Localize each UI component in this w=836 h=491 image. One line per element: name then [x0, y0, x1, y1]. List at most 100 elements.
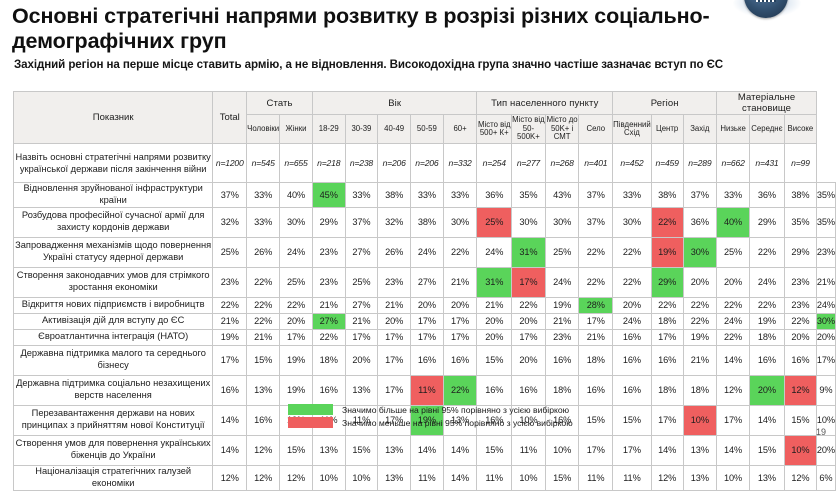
cell-value: 16%: [442, 344, 478, 376]
cell-value: 33%: [410, 182, 444, 208]
slide-root: МОНІТОРИНГ Основні стратегічні напрями р…: [12, 0, 836, 491]
table-row: Перезавантаження держави на нових принци…: [12, 404, 836, 436]
cell-value: 22%: [578, 236, 614, 268]
cell-value: 12%: [783, 464, 817, 491]
cell-value: 15%: [578, 404, 614, 436]
base-value-14: n=289: [682, 143, 718, 183]
cell-value: 27%: [344, 296, 379, 314]
logo-disc-icon: [744, 0, 788, 18]
cell-value: 23%: [815, 236, 836, 268]
col-subheader-5: 40-49: [377, 114, 412, 144]
cell-value: 15%: [476, 434, 513, 466]
col-group-header-5: Матеріальне становище: [716, 91, 817, 115]
cell-value: 12%: [246, 434, 281, 466]
cell-value: 16%: [612, 328, 652, 346]
cell-value: 20%: [682, 266, 718, 298]
header-group-row: Показник Total Стать Вік Тип населенного пун…: [12, 91, 836, 144]
col-subheader-16: Середнє: [748, 114, 785, 144]
cell-value: 27%: [410, 266, 444, 298]
cell-value: 29%: [748, 206, 785, 238]
cell-value: 32%: [377, 206, 412, 238]
cell-value: 18%: [682, 374, 718, 406]
cell-value: 11%: [578, 464, 614, 491]
base-value-8: n=254: [476, 143, 513, 183]
cell-value: 21%: [311, 296, 346, 314]
base-total: n=1200: [212, 143, 248, 183]
table-row: Відкриття нових підприємств і виробництв…: [12, 296, 836, 314]
row-label: Створення законодавчих умов для стрімког…: [12, 266, 214, 298]
cell-value: 40%: [279, 182, 313, 208]
cell-value: 21%: [578, 328, 614, 346]
cell-value: 24%: [544, 266, 580, 298]
cell-value: 15%: [476, 344, 513, 376]
cell-value: 10%: [311, 464, 346, 491]
base-value-16: n=431: [748, 143, 785, 183]
cell-value: 15%: [612, 404, 652, 436]
cell-value: 16%: [612, 344, 652, 376]
page-title: Основні стратегічні напрями розвитку в р…: [12, 4, 710, 54]
cell-value: 14%: [650, 434, 684, 466]
table-row: Державна підтримка малого та середнього …: [12, 344, 836, 376]
cell-value: 22%: [246, 312, 281, 330]
cell-value: 37%: [578, 182, 614, 208]
cell-value: 22%: [650, 206, 684, 238]
legend-swatch-red: [288, 417, 333, 428]
row-label: Державна підтримка соціально незахищених…: [12, 374, 214, 406]
cell-total: 12%: [212, 464, 248, 491]
cell-value: 16%: [748, 344, 785, 376]
table-row: Запровадження механізмів щодо повернення…: [12, 236, 836, 268]
legend-label-green: Значимо більше на рівні 95% порівняно з …: [342, 404, 570, 415]
col-subheader-1: Чоловіки: [246, 114, 281, 144]
cell-value: 27%: [344, 236, 379, 268]
page-number: 19: [815, 427, 826, 437]
cell-value: 30%: [612, 206, 652, 238]
cell-value: 17%: [377, 344, 412, 376]
table-row: Розбудова професійної сучасної армії для…: [12, 206, 836, 238]
cell-value: 10%: [511, 464, 546, 491]
cell-value: 20%: [716, 266, 750, 298]
cell-value: 25%: [716, 236, 750, 268]
cell-value: 17%: [650, 328, 684, 346]
cell-value: 35%: [511, 182, 546, 208]
cell-value: 21%: [682, 344, 718, 376]
cell-value: 17%: [511, 266, 546, 298]
cell-value: 22%: [442, 236, 478, 268]
cell-value: 12%: [716, 374, 750, 406]
cell-value: 20%: [511, 312, 546, 330]
cell-value: 17%: [410, 328, 444, 346]
base-value-5: n=206: [377, 143, 412, 183]
base-value-11: n=401: [578, 143, 614, 183]
cell-value: 20%: [748, 374, 785, 406]
cell-value: 43%: [544, 182, 580, 208]
cell-value: 16%: [783, 344, 817, 376]
col-group-header-3: Тип населенного пункту: [476, 91, 614, 115]
cell-value: 22%: [716, 296, 750, 314]
cell-total: 25%: [212, 236, 248, 268]
table-head: Показник Total Стать Вік Тип населенного пун…: [12, 91, 836, 144]
cell-value: 19%: [544, 296, 580, 314]
cell-value: 24%: [279, 236, 313, 268]
cell-value: 19%: [682, 328, 718, 346]
cell-total: 21%: [212, 312, 248, 330]
col-subheader-8: Місто від 500+ К+: [476, 114, 513, 144]
brand-logo: МОНІТОРИНГ: [726, 0, 830, 28]
cell-value: 15%: [344, 434, 379, 466]
cell-value: 22%: [246, 296, 281, 314]
col-subheader-17: Високе: [783, 114, 817, 144]
cell-value: 14%: [410, 434, 444, 466]
cell-value: 20%: [815, 328, 836, 346]
cell-value: 14%: [716, 434, 750, 466]
cell-value: 16%: [544, 344, 580, 376]
cell-value: 20%: [815, 434, 836, 466]
row-label: Запровадження механізмів щодо повернення…: [12, 236, 214, 268]
question-label: Назвіть основні стратегічні напрями розв…: [12, 143, 214, 183]
table-row: Націоналізація стратегічних галузей екон…: [12, 464, 836, 491]
cross-tab-table: Показник Total Стать Вік Тип населенного пун…: [12, 91, 836, 491]
row-label: Відкриття нових підприємств і виробництв: [12, 296, 214, 314]
cell-value: 36%: [748, 182, 785, 208]
cell-value: 29%: [783, 236, 817, 268]
cell-value: 18%: [311, 344, 346, 376]
cell-value: 16%: [650, 344, 684, 376]
cell-value: 10%: [815, 404, 836, 436]
cell-value: 19%: [748, 312, 785, 330]
